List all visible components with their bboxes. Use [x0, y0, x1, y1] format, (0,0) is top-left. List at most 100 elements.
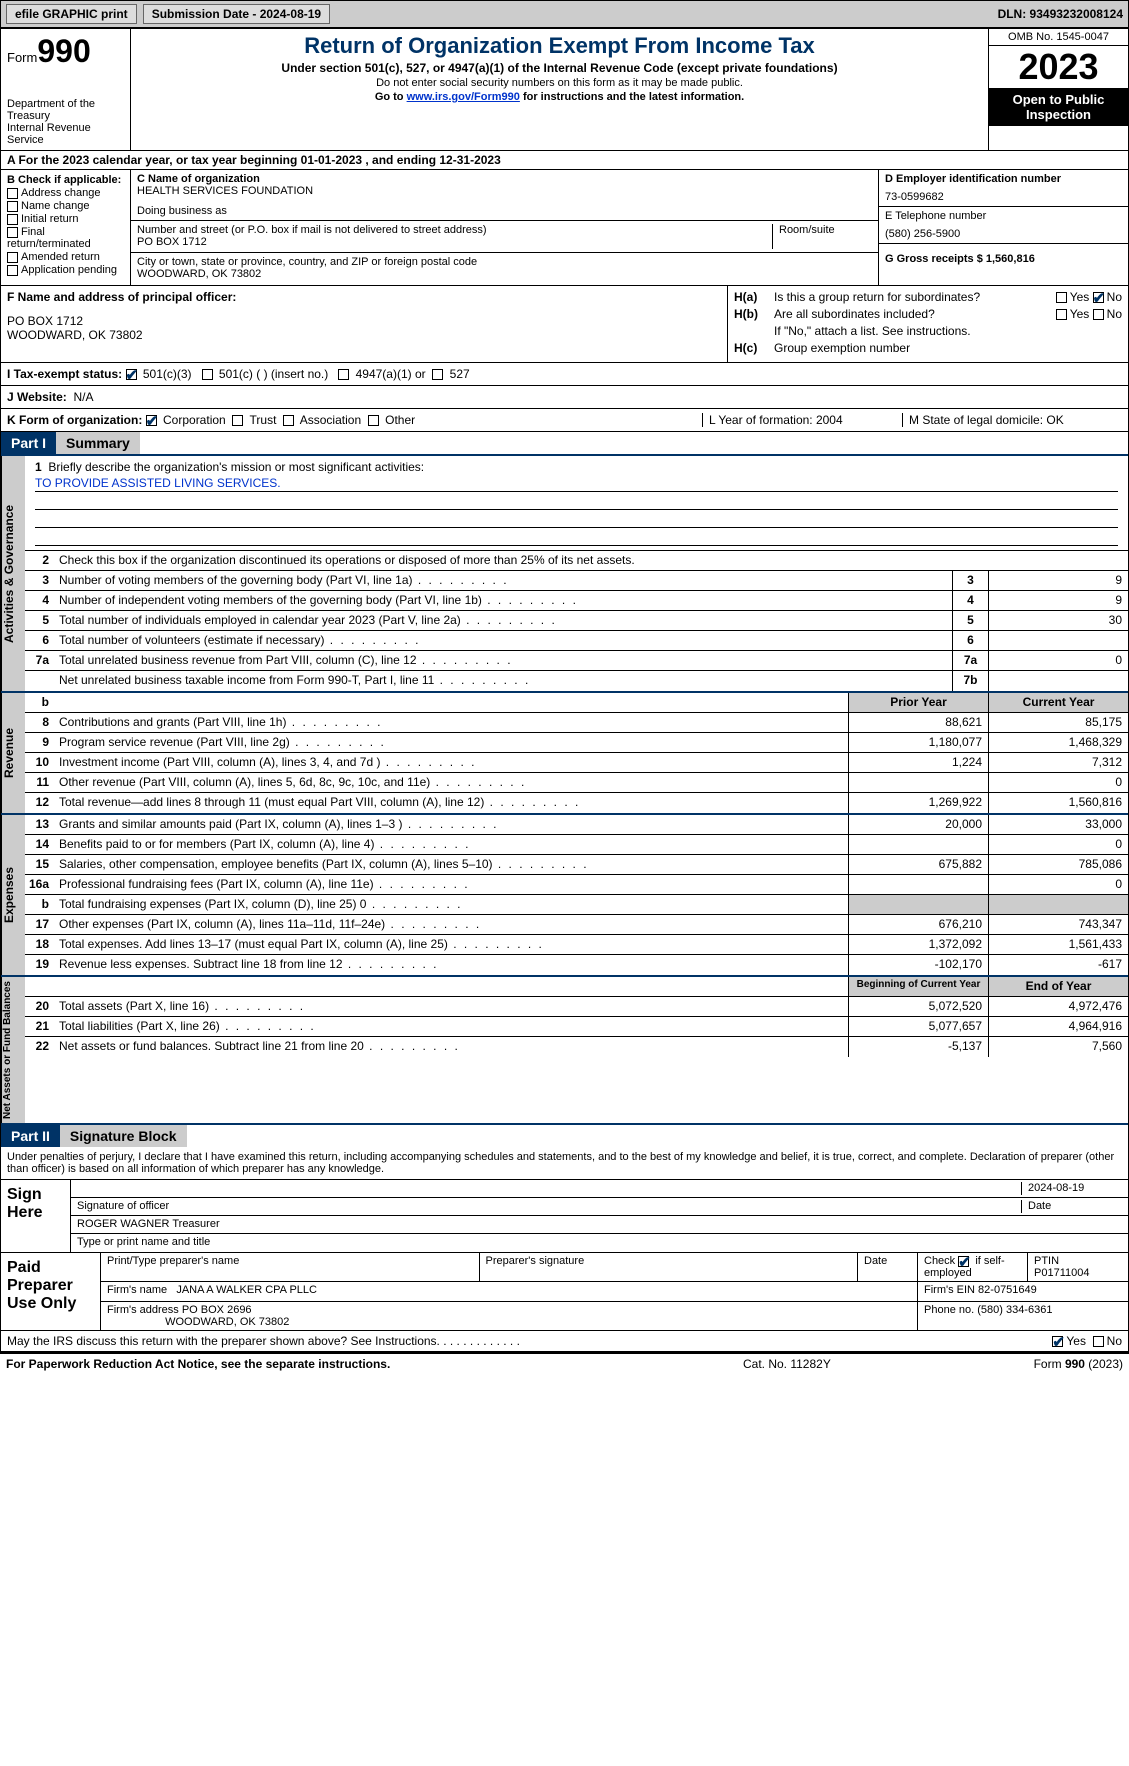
chk-corporation[interactable]	[146, 415, 157, 426]
firm-ein-value: 82-0751649	[978, 1284, 1037, 1296]
org-name: HEALTH SERVICES FOUNDATION	[137, 185, 872, 197]
tab-revenue: Revenue	[1, 693, 25, 813]
sign-here-label: Sign Here	[1, 1180, 71, 1252]
col-c: C Name of organization HEALTH SERVICES F…	[131, 170, 878, 285]
tel-value: (580) 256-5900	[885, 228, 1122, 240]
ptin-value: P01711004	[1034, 1267, 1089, 1279]
chk-other[interactable]	[368, 415, 379, 426]
tab-governance: Activities & Governance	[1, 456, 25, 691]
website-label: J Website:	[7, 390, 67, 404]
firm-addr2: WOODWARD, OK 73802	[165, 1316, 289, 1328]
part1-header: Part ISummary	[1, 432, 1128, 454]
firm-label: Firm's name	[107, 1284, 167, 1296]
chk-501c3[interactable]	[126, 369, 137, 380]
addr-value: PO BOX 1712	[137, 236, 772, 248]
line-14: 14Benefits paid to or for members (Part …	[25, 835, 1128, 855]
discuss-text: May the IRS discuss this return with the…	[7, 1334, 440, 1348]
chk-association[interactable]	[283, 415, 294, 426]
firm-ein-label: Firm's EIN	[924, 1284, 975, 1296]
form-main: Form990 Department of the Treasury Inter…	[0, 28, 1129, 1354]
omb-label: OMB No. 1545-0047	[989, 29, 1128, 46]
firm-value: JANA A WALKER CPA PLLC	[176, 1284, 317, 1296]
efile-button[interactable]: efile GRAPHIC print	[6, 4, 137, 24]
ha-no-chk[interactable]	[1093, 292, 1104, 303]
check-name-change[interactable]: Name change	[7, 200, 124, 212]
col-h: H(a) Is this a group return for subordin…	[728, 286, 1128, 362]
hb-label: H(b)	[734, 307, 774, 321]
line-18: 18Total expenses. Add lines 13–17 (must …	[25, 935, 1128, 955]
hb-no-chk[interactable]	[1093, 309, 1104, 320]
tab-net: Net Assets or Fund Balances	[1, 977, 25, 1123]
line-7b: Net unrelated business taxable income fr…	[25, 671, 1128, 691]
line-12: 12Total revenue—add lines 8 through 11 (…	[25, 793, 1128, 813]
self-emp-chk[interactable]	[958, 1256, 969, 1267]
mission-text: TO PROVIDE ASSISTED LIVING SERVICES.	[35, 476, 1118, 492]
hc-text: Group exemption number	[774, 341, 1122, 355]
chk-501c[interactable]	[202, 369, 213, 380]
submission-button[interactable]: Submission Date - 2024-08-19	[143, 4, 330, 24]
line-3: 3Number of voting members of the governi…	[25, 571, 1128, 591]
signature-block: Under penalties of perjury, I declare th…	[1, 1147, 1128, 1353]
row-a: A For the 2023 calendar year, or tax yea…	[1, 151, 1128, 170]
paid-preparer-label: Paid Preparer Use Only	[1, 1253, 101, 1330]
line-15: 15Salaries, other compensation, employee…	[25, 855, 1128, 875]
col-d: D Employer identification number 73-0599…	[878, 170, 1128, 285]
mission-num: 1	[35, 460, 42, 474]
row-k: K Form of organization: Corporation Trus…	[1, 409, 1128, 432]
addr-label: Number and street (or P.O. box if mail i…	[137, 224, 772, 236]
form-number: 990	[37, 33, 90, 69]
net-section: Net Assets or Fund Balances Beginning of…	[1, 975, 1128, 1123]
col-b-header: B Check if applicable:	[7, 174, 124, 186]
check-amended-return[interactable]: Amended return	[7, 251, 124, 263]
city-label: City or town, state or province, country…	[137, 256, 872, 268]
net-header: Beginning of Current Year End of Year	[25, 977, 1128, 997]
city-value: WOODWARD, OK 73802	[137, 268, 872, 280]
check-final-return-terminated[interactable]: Final return/terminated	[7, 226, 124, 250]
summary-section: Activities & Governance 1 Briefly descri…	[1, 454, 1128, 691]
revenue-section: Revenue b Prior Year Current Year 8Contr…	[1, 691, 1128, 813]
form-header: Form990 Department of the Treasury Inter…	[1, 29, 1128, 151]
status-label: I Tax-exempt status:	[7, 367, 122, 381]
officer-label: F Name and address of principal officer:	[7, 290, 721, 304]
year-formation: L Year of formation: 2004	[702, 413, 902, 427]
irs-link[interactable]: www.irs.gov/Form990	[407, 91, 520, 103]
ha-label: H(a)	[734, 290, 774, 304]
line-21: 21Total liabilities (Part X, line 26)5,0…	[25, 1017, 1128, 1037]
ha-yes-chk[interactable]	[1056, 292, 1067, 303]
line-b: bTotal fundraising expenses (Part IX, co…	[25, 895, 1128, 915]
sig-declaration: Under penalties of perjury, I declare th…	[1, 1147, 1128, 1180]
name-label: C Name of organization	[137, 173, 872, 185]
header-left: Form990 Department of the Treasury Inter…	[1, 29, 131, 150]
gross-label: G Gross receipts $ 1,560,816	[885, 253, 1122, 265]
line-10: 10Investment income (Part VIII, column (…	[25, 753, 1128, 773]
hb-yes-chk[interactable]	[1056, 309, 1067, 320]
state-domicile: M State of legal domicile: OK	[902, 413, 1122, 427]
phone-label: Phone no.	[924, 1304, 974, 1316]
ein-value: 73-0599682	[885, 191, 1122, 203]
form-prefix: Form	[7, 50, 37, 65]
date-label: Date	[1022, 1200, 1122, 1213]
line-2: 2 Check this box if the organization dis…	[25, 551, 1128, 571]
line-22: 22Net assets or fund balances. Subtract …	[25, 1037, 1128, 1057]
check-address-change[interactable]: Address change	[7, 187, 124, 199]
mission-block: 1 Briefly describe the organization's mi…	[25, 456, 1128, 551]
prep-sig-h: Preparer's signature	[480, 1253, 859, 1281]
line-9: 9Program service revenue (Part VIII, lin…	[25, 733, 1128, 753]
phone-value: (580) 334-6361	[977, 1304, 1052, 1316]
chk-trust[interactable]	[232, 415, 243, 426]
check-application-pending[interactable]: Application pending	[7, 264, 124, 276]
col-f: F Name and address of principal officer:…	[1, 286, 728, 362]
chk-527[interactable]	[432, 369, 443, 380]
line-19: 19Revenue less expenses. Subtract line 1…	[25, 955, 1128, 975]
part1-label: Part I	[1, 432, 56, 454]
discuss-yes-chk[interactable]	[1052, 1336, 1063, 1347]
discuss-no-chk[interactable]	[1093, 1336, 1104, 1347]
check-initial-return[interactable]: Initial return	[7, 213, 124, 225]
officer-addr2: WOODWARD, OK 73802	[7, 328, 721, 342]
chk-4947[interactable]	[338, 369, 349, 380]
part2-header: Part IISignature Block	[1, 1123, 1128, 1147]
form-org-label: K Form of organization:	[7, 413, 142, 427]
line-5: 5Total number of individuals employed in…	[25, 611, 1128, 631]
line-20: 20Total assets (Part X, line 16)5,072,52…	[25, 997, 1128, 1017]
name-title-label: Type or print name and title	[77, 1236, 1122, 1250]
